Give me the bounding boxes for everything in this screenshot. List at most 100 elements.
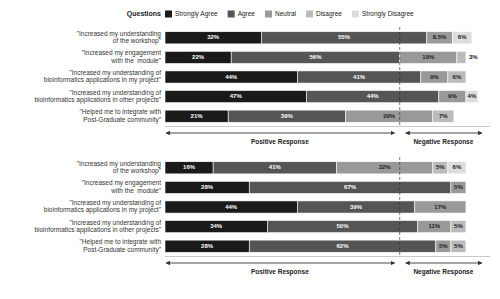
- data-label: 6%: [453, 74, 462, 80]
- data-label: 34%: [210, 223, 223, 229]
- bar-segment: [165, 32, 261, 44]
- chart: QuestionsStrongly AgreeAgreeNeutralDisag…: [0, 0, 500, 299]
- reference-line: [399, 27, 400, 126]
- data-label: 28%: [201, 184, 214, 190]
- y-tick-label: "Increased my engagementwith the module": [82, 49, 162, 64]
- bar-segment: [249, 240, 436, 252]
- bar-segment: [337, 162, 433, 174]
- data-label: 32%: [379, 164, 392, 170]
- annotation: Positive Response: [251, 138, 309, 146]
- annotation: Negative Response: [413, 268, 473, 276]
- bars: [165, 32, 478, 123]
- data-label: 39%: [350, 204, 363, 210]
- legend-label: Strongly Disagree: [362, 10, 414, 18]
- bar-segment: [228, 110, 345, 122]
- bar-segment: [427, 32, 453, 44]
- y-tick-label: "Increased my understandingof the worksh…: [77, 30, 162, 46]
- bar-segment: [297, 71, 420, 83]
- panel: QuestionsStrongly AgreeAgreeNeutralDisag…: [34, 10, 490, 146]
- y-tick-label: "Increased my understandingof the worksh…: [77, 160, 162, 176]
- bar-segment: [165, 51, 231, 63]
- bar-segment: [457, 51, 466, 63]
- bar-segment: [421, 71, 448, 83]
- bar-segment: [165, 240, 249, 252]
- annotation-arrow: [166, 133, 395, 134]
- legend-swatch: [352, 11, 359, 18]
- data-label: 17%: [434, 204, 447, 210]
- data-label: 9%: [448, 93, 457, 99]
- annotation-arrow: [166, 263, 395, 264]
- bar-segment: [297, 201, 414, 213]
- bar-segment: [448, 162, 466, 174]
- data-label: 39%: [281, 113, 294, 119]
- bar-segment: [249, 181, 451, 193]
- y-tick-label: "Helped me to integrate withPost-Graduat…: [80, 108, 162, 124]
- data-label: 3%: [469, 54, 478, 60]
- bar-segment: [165, 162, 213, 174]
- bar-segment: [465, 201, 466, 213]
- bar-segment: [451, 240, 466, 252]
- data-label: 16%: [183, 164, 196, 170]
- legend-swatch: [228, 11, 235, 18]
- y-tick-label: "Increased my understanding ofbioinforma…: [44, 69, 162, 85]
- y-tick-label: "Increased my understanding ofbioinforma…: [44, 199, 162, 215]
- x-axis: [165, 126, 490, 127]
- bar-segment: [165, 71, 297, 83]
- data-label: 21%: [191, 113, 204, 119]
- bar-segment: [451, 181, 466, 193]
- data-label: 6%: [458, 34, 467, 40]
- bar-segment: [448, 71, 466, 83]
- bar-segment: [165, 221, 267, 233]
- bar-segment: [453, 110, 454, 122]
- data-labels: 16%41%32%5%6%28%67%5%44%39%17%34%50%11%5…: [183, 164, 463, 248]
- bar-segment: [452, 32, 472, 44]
- bar-segment: [165, 201, 297, 213]
- data-label: 62%: [337, 243, 350, 249]
- bar-segment: [346, 110, 433, 122]
- bar-segment: [306, 91, 438, 103]
- data-label: 7%: [439, 113, 448, 119]
- y-tick-label: "Increased my understanding ofbioinforma…: [34, 89, 161, 105]
- bar-segment: [465, 221, 466, 233]
- bar-segment: [267, 221, 417, 233]
- data-label: 67%: [344, 184, 357, 190]
- data-label: 4%: [468, 93, 477, 99]
- annotation: Positive Response: [251, 268, 309, 276]
- bar-segment: [465, 240, 466, 252]
- bar-segment: [451, 221, 466, 233]
- data-label: 6%: [453, 164, 462, 170]
- legend-label: Neutral: [275, 10, 297, 17]
- legend-swatch: [265, 11, 272, 18]
- legend-label: Strongly Agree: [175, 10, 218, 18]
- bar-segment: [465, 181, 466, 193]
- bar-segment: [400, 51, 457, 63]
- data-labels: 32%55%8.5%6%22%56%19%3%44%41%9%6%47%44%9…: [191, 34, 479, 118]
- bar-segment: [466, 91, 478, 103]
- bar-segment: [465, 201, 466, 213]
- bar-segment: [439, 91, 466, 103]
- annotation-arrow: [406, 133, 482, 134]
- bar-segment: [165, 91, 306, 103]
- bar-segment: [433, 110, 454, 122]
- bars: [165, 162, 466, 253]
- bar-segment: [433, 162, 448, 174]
- legend-label: Agree: [238, 10, 256, 18]
- data-label: 8.5%: [433, 34, 447, 40]
- legend-swatch: [306, 11, 313, 18]
- annotation-arrow: [406, 263, 482, 264]
- bar-segment: [165, 110, 228, 122]
- legend-label: Disagree: [316, 10, 342, 18]
- data-label: 44%: [225, 204, 238, 210]
- data-label: 50%: [337, 223, 350, 229]
- y-tick-label: "Helped me to integrate withPost-Graduat…: [80, 238, 162, 254]
- data-label: 41%: [353, 74, 366, 80]
- bar-segment: [436, 240, 451, 252]
- data-label: 44%: [225, 74, 238, 80]
- bar-segment: [465, 71, 466, 83]
- data-label: 5%: [436, 164, 445, 170]
- data-label: 5%: [454, 223, 463, 229]
- y-tick-label: "Increased my understanding ofbioinforma…: [34, 219, 161, 235]
- data-label: 22%: [192, 54, 205, 60]
- data-label: 55%: [338, 34, 351, 40]
- data-label: 29%: [383, 113, 396, 119]
